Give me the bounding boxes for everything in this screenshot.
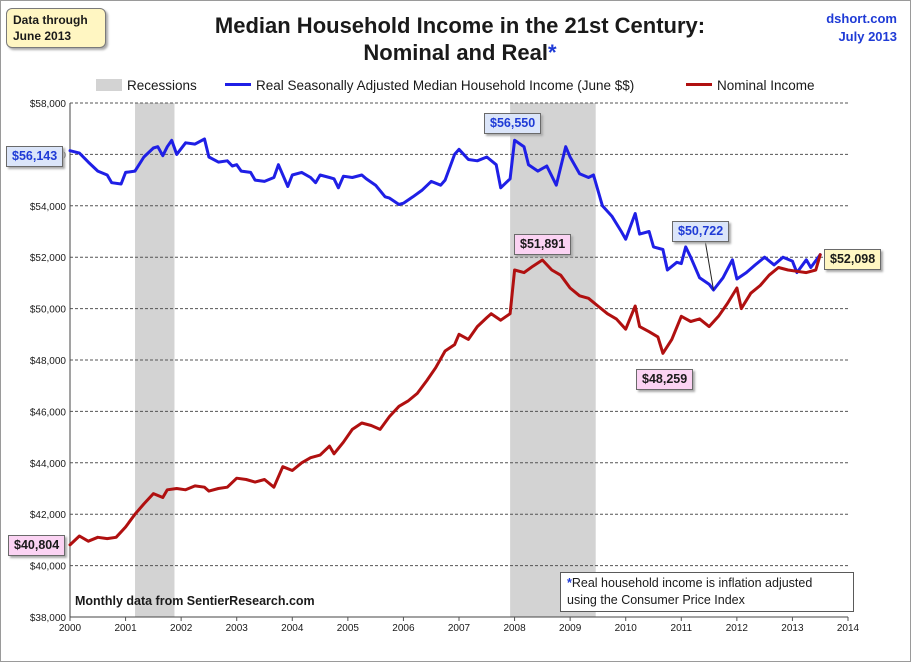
callout-latest: $52,098 xyxy=(824,249,882,270)
x-tick-label-2: 2002 xyxy=(170,623,193,634)
data-through-note: Data through June 2013 xyxy=(6,8,106,48)
footnote-line-1: *Real household income is inflation adju… xyxy=(567,575,847,592)
x-tick-label-6: 2006 xyxy=(392,623,415,634)
legend-real-swatch xyxy=(225,83,251,87)
legend-item-real: Real Seasonally Adjusted Median Househol… xyxy=(225,77,634,97)
callout-real-low-leader xyxy=(704,239,715,291)
x-tick-label-1: 2001 xyxy=(114,623,137,634)
legend: Recessions Real Seasonally Adjusted Medi… xyxy=(0,77,911,97)
callout-real-low: $50,722 xyxy=(672,221,730,242)
legend-item-nominal: Nominal Income xyxy=(686,77,815,97)
source-note: dshort.com July 2013 xyxy=(826,10,897,46)
x-tick-label-0: 2000 xyxy=(59,623,82,634)
y-tick-label-2: $42,000 xyxy=(30,510,67,521)
chart-title: Median Household Income in the 21st Cent… xyxy=(160,12,760,66)
x-tick-label-11: 2011 xyxy=(671,623,693,634)
y-tick-label-8: $54,000 xyxy=(30,202,67,213)
footnote-line-2: using the Consumer Price Index xyxy=(567,593,745,607)
y-tick-label-4: $46,000 xyxy=(30,407,67,418)
callout-real-start: $56,143 xyxy=(6,146,64,167)
y-tick-label-6: $50,000 xyxy=(30,305,67,316)
x-tick-label-9: 2009 xyxy=(559,623,582,634)
x-tick-label-7: 2007 xyxy=(448,623,471,634)
x-tick-label-10: 2010 xyxy=(615,623,638,634)
x-tick-label-14: 2014 xyxy=(837,623,860,634)
callout-real-peak: $56,550 xyxy=(484,113,542,134)
legend-recessions-label: Recessions xyxy=(127,78,197,93)
footnote-box: *Real household income is inflation adju… xyxy=(560,572,854,612)
x-tick-label-5: 2005 xyxy=(337,623,360,634)
legend-real-label: Real Seasonally Adjusted Median Househol… xyxy=(256,78,635,93)
y-tick-label-0: $38,000 xyxy=(30,613,67,624)
title-line-2: Nominal and Real* xyxy=(160,39,760,66)
series-line-nominal xyxy=(68,253,822,547)
series-lines xyxy=(68,137,822,547)
footnote-line-1-text: Real household income is inflation adjus… xyxy=(571,576,813,590)
title-line-2-text: Nominal and Real xyxy=(363,40,549,65)
y-tick-label-10: $58,000 xyxy=(30,99,67,110)
monthly-data-note: Monthly data from SentierResearch.com xyxy=(75,594,315,608)
legend-nominal-swatch xyxy=(686,83,712,87)
legend-item-recessions: Recessions xyxy=(96,77,197,97)
title-line-1: Median Household Income in the 21st Cent… xyxy=(214,13,706,38)
footnote-star: * xyxy=(567,576,572,590)
callout-nominal-low: $48,259 xyxy=(636,369,694,390)
y-tick-label-3: $44,000 xyxy=(30,459,67,470)
note-line-2: June 2013 xyxy=(13,29,72,43)
x-tick-label-3: 2003 xyxy=(226,623,249,634)
y-tick-label-7: $52,000 xyxy=(30,253,67,264)
y-tick-label-5: $48,000 xyxy=(30,356,67,367)
legend-recessions-swatch xyxy=(96,78,122,91)
legend-nominal-label: Nominal Income xyxy=(717,78,815,93)
y-tick-label-1: $40,000 xyxy=(30,562,67,573)
x-tick-label-13: 2013 xyxy=(781,623,804,634)
callout-nominal-peak: $51,891 xyxy=(514,234,572,255)
x-tick-label-4: 2004 xyxy=(281,623,304,634)
series-line-real xyxy=(68,137,822,292)
source-line-2: July 2013 xyxy=(838,29,897,44)
x-tick-label-8: 2008 xyxy=(503,623,526,634)
title-star: * xyxy=(548,40,557,65)
source-line-1: dshort.com xyxy=(826,11,897,26)
callout-nominal-start: $40,804 xyxy=(8,535,66,556)
note-line-1: Data through xyxy=(13,13,88,27)
x-tick-label-12: 2012 xyxy=(726,623,749,634)
